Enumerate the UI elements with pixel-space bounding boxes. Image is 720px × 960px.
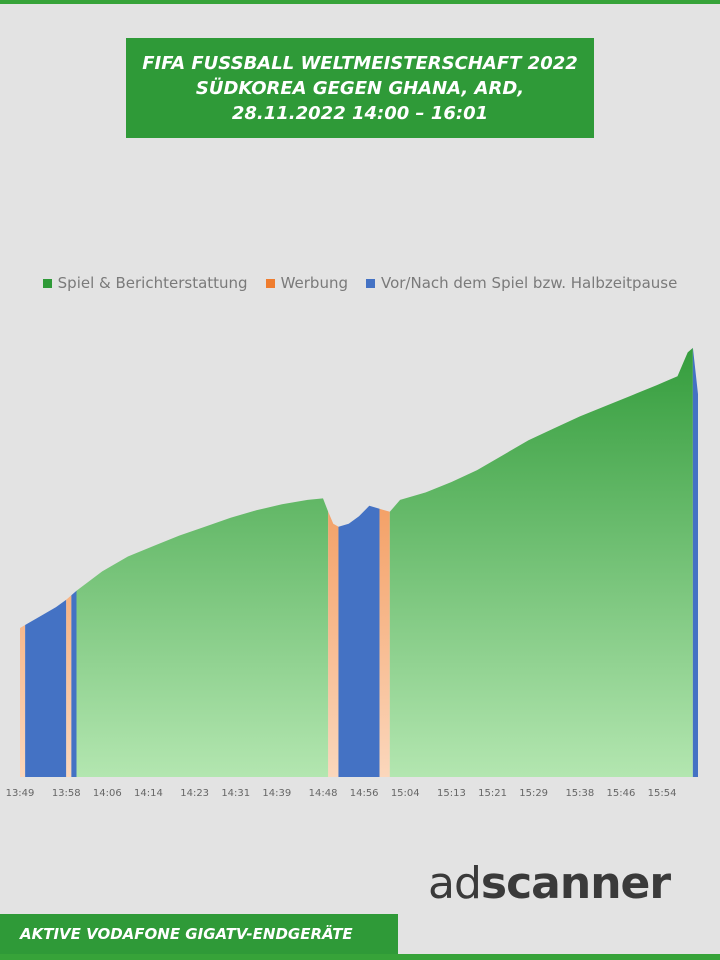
area-segments [20, 347, 698, 777]
legend-item-pause: Vor/Nach dem Spiel bzw. Halbzeitpause [365, 272, 678, 294]
legend-swatch-blue-icon [365, 278, 375, 288]
area-segment-8 [389, 347, 693, 777]
area-segment-0 [20, 347, 26, 777]
legend-item-werbung: Werbung [265, 272, 348, 294]
bottom-accent-bar [0, 954, 720, 960]
x-tick-label: 15:38 [565, 788, 594, 799]
logo-part-scanner: scanner [480, 858, 671, 909]
area-segment-3 [71, 347, 77, 777]
x-tick-label: 13:49 [6, 788, 35, 799]
area-segment-6 [338, 347, 380, 777]
x-tick-label: 14:06 [93, 788, 122, 799]
legend-label-pause: Vor/Nach dem Spiel bzw. Halbzeitpause [380, 274, 678, 292]
title-line-3: 28.11.2022 14:00 – 16:01 [231, 102, 489, 124]
legend-item-spiel: Spiel & Berichterstattung [42, 272, 248, 294]
top-accent-bar [0, 0, 720, 4]
x-tick-label: 14:14 [134, 788, 163, 799]
x-tick-label: 14:23 [180, 788, 209, 799]
x-tick-label: 14:39 [262, 788, 291, 799]
x-tick-label: 15:46 [607, 788, 636, 799]
area-segment-9 [692, 347, 698, 777]
area-segment-4 [76, 347, 329, 777]
x-tick-label: 14:48 [309, 788, 338, 799]
x-tick-label: 15:21 [478, 788, 507, 799]
footer-label: AKTIVE VODAFONE GIGATV-ENDGERÄTE [0, 914, 398, 954]
adscanner-logo: adscanner [428, 862, 671, 906]
x-axis-ticks: 13:49 13:58 14:06 14:14 14:23 14:31 14:39 14:48… [6, 788, 677, 799]
title-line-1: FIFA FUSSBALL WELTMEISTERSCHAFT 2022 [142, 52, 578, 74]
chart-title-box: FIFA FUSSBALL WELTMEISTERSCHAFT 2022 SÜD… [126, 38, 594, 138]
x-tick-label: 14:56 [350, 788, 379, 799]
legend-label-spiel: Spiel & Berichterstattung [57, 274, 248, 292]
area-segment-7 [379, 347, 390, 777]
x-tick-label: 15:54 [648, 788, 677, 799]
x-tick-label: 15:13 [437, 788, 466, 799]
footer-text: AKTIVE VODAFONE GIGATV-ENDGERÄTE [20, 925, 353, 943]
area-chart: 13:49 13:58 14:06 14:14 14:23 14:31 14:39 14:48… [6, 347, 698, 799]
chart-legend: Spiel & Berichterstattung Werbung Vor/Na… [0, 272, 720, 294]
legend-swatch-orange-icon [265, 278, 275, 288]
legend-label-werbung: Werbung [280, 274, 348, 292]
area-segment-2 [66, 347, 72, 777]
x-tick-label: 14:31 [221, 788, 250, 799]
x-tick-label: 15:04 [391, 788, 420, 799]
area-segment-1 [25, 347, 67, 777]
title-line-2: SÜDKOREA GEGEN GHANA, ARD, [195, 77, 525, 99]
legend-swatch-green-icon [42, 278, 52, 288]
logo-part-ad: ad [428, 858, 482, 909]
x-tick-label: 13:58 [52, 788, 81, 799]
area-segment-5 [328, 347, 339, 777]
x-tick-label: 15:29 [519, 788, 548, 799]
